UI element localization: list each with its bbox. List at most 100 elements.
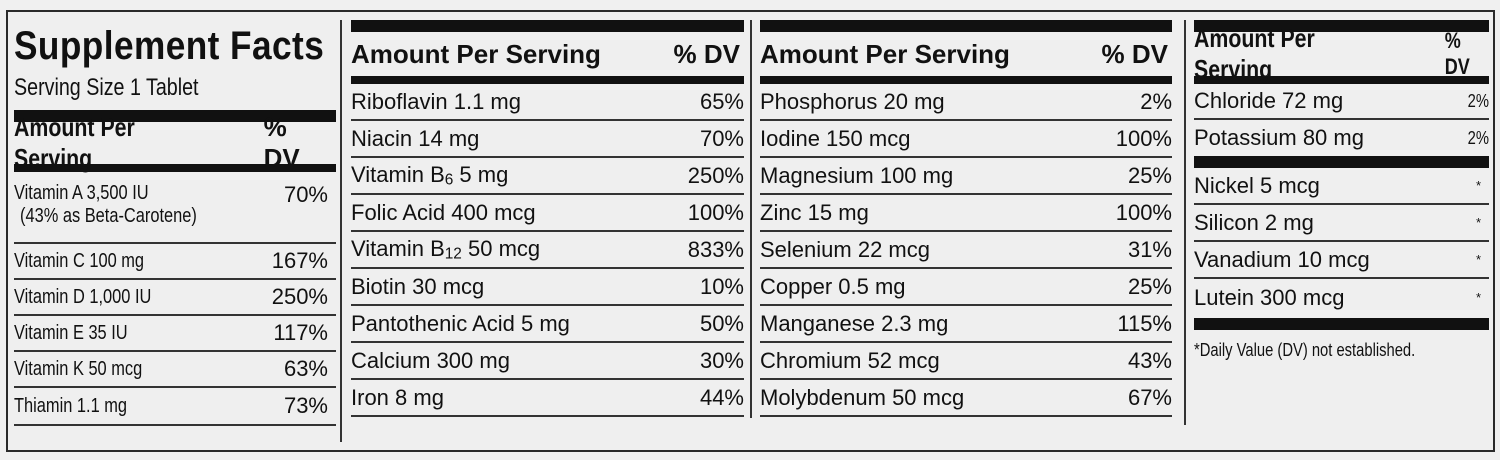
nutrient-row: Lutein 300 mcg * bbox=[1194, 279, 1489, 316]
nutrient-row: Vitamin B12 50 mcg 833% bbox=[351, 232, 744, 269]
footnote: *Daily Value (DV) not established. bbox=[1194, 340, 1416, 360]
header-amount: Amount Per Serving bbox=[14, 112, 135, 173]
nutrient-row: Vitamin K 50 mcg 63% bbox=[14, 352, 336, 388]
nutrient-row: Selenium 22 mcg 31% bbox=[760, 232, 1172, 269]
nutrient-dv: 67% bbox=[1127, 384, 1172, 410]
nutrient-name: Vitamin B12 50 mcg bbox=[351, 235, 541, 263]
nutrient-name: Folic Acid 400 mcg bbox=[351, 199, 536, 225]
nutrient-row: Vitamin D 1,000 IU 250% bbox=[14, 280, 336, 316]
nutrient-name: Vitamin K 50 mcg bbox=[14, 357, 143, 380]
nutrient-name: Vanadium 10 mcg bbox=[1194, 246, 1370, 272]
column-header: Amount Per Serving % DV bbox=[14, 112, 336, 173]
nutrient-dv: 43% bbox=[1127, 347, 1172, 373]
nutrient-row: Chromium 52 mcg 43% bbox=[760, 343, 1172, 380]
nutrient-name: Chromium 52 mcg bbox=[760, 347, 940, 373]
nutrient-dv: 44% bbox=[699, 384, 744, 410]
nutrient-name: Manganese 2.3 mg bbox=[760, 310, 949, 336]
nutrient-dv: 100% bbox=[687, 199, 744, 225]
nutrient-name: Vitamin C 100 mg bbox=[14, 249, 145, 272]
nutrient-dv: 10% bbox=[699, 273, 744, 299]
serving-size: Serving Size 1 Tablet bbox=[14, 74, 199, 101]
header-dv: % DV bbox=[1101, 38, 1168, 69]
nutrient-row: Vanadium 10 mcg * bbox=[1194, 242, 1489, 279]
nutrient-name: Potassium 80 mg bbox=[1194, 125, 1364, 150]
nutrient-dv: 25% bbox=[1127, 162, 1172, 188]
nutrient-dv: 30% bbox=[699, 347, 744, 373]
panel-separator bbox=[750, 20, 752, 418]
nutrient-dv: 70% bbox=[699, 125, 744, 151]
nutrient-note: (43% as Beta-Carotene) bbox=[20, 205, 197, 227]
nutrient-name: Vitamin B6 5 mg bbox=[351, 161, 509, 189]
nutrient-name: Phosphorus 20 mg bbox=[760, 88, 945, 114]
nutrient-dv: 100% bbox=[1115, 199, 1172, 225]
nutrient-row: Folic Acid 400 mcg 100% bbox=[351, 195, 744, 232]
thick-divider bbox=[1194, 20, 1489, 32]
thick-divider bbox=[1194, 156, 1489, 168]
thick-divider bbox=[760, 76, 1172, 84]
nutrient-dv: 2% bbox=[1467, 90, 1489, 111]
thick-divider bbox=[351, 20, 744, 32]
nutrient-dv: 100% bbox=[1115, 125, 1172, 151]
thick-divider bbox=[1194, 76, 1489, 84]
nutrient-dv: 50% bbox=[699, 310, 744, 336]
nutrient-row: Molybdenum 50 mcg 67% bbox=[760, 380, 1172, 417]
nutrient-name: Nickel 5 mcg bbox=[1194, 172, 1320, 198]
nutrient-dv: 2% bbox=[1467, 127, 1489, 148]
nutrient-row: Iodine 150 mcg 100% bbox=[760, 121, 1172, 158]
nutrient-dv: 65% bbox=[699, 88, 744, 114]
thick-divider bbox=[351, 76, 744, 84]
nutrient-name: Riboflavin 1.1 mg bbox=[351, 88, 521, 114]
nutrient-name: Zinc 15 mg bbox=[760, 199, 869, 225]
panel-separator bbox=[340, 20, 342, 442]
nutrient-dv: 250% bbox=[271, 284, 328, 309]
nutrient-row: Potassium 80 mg 2% bbox=[1194, 120, 1489, 156]
nutrient-row: Magnesium 100 mg 25% bbox=[760, 158, 1172, 195]
nutrient-dv: 2% bbox=[1140, 88, 1172, 114]
nutrient-row: Nickel 5 mcg * bbox=[1194, 168, 1489, 205]
header-dv: % DV bbox=[673, 38, 740, 69]
nutrient-name: Niacin 14 mg bbox=[351, 125, 480, 151]
nutrient-row: Niacin 14 mg 70% bbox=[351, 121, 744, 158]
nutrient-row: Vitamin B6 5 mg 250% bbox=[351, 158, 744, 195]
nutrient-name: Magnesium 100 mg bbox=[760, 162, 954, 188]
nutrient-row: Riboflavin 1.1 mg 65% bbox=[351, 84, 744, 121]
nutrient-dv: 70% bbox=[283, 182, 328, 207]
nutrient-name: Vitamin D 1,000 IU bbox=[14, 285, 152, 308]
nutrient-dv: 167% bbox=[271, 248, 328, 273]
nutrient-list: Riboflavin 1.1 mg 65% Niacin 14 mg 70% Vit… bbox=[351, 84, 744, 417]
label-title: Supplement Facts bbox=[14, 24, 325, 68]
thick-divider bbox=[14, 110, 336, 122]
nutrient-name: Iodine 150 mcg bbox=[760, 125, 911, 151]
nutrient-dv: * bbox=[1475, 290, 1481, 305]
nutrient-list: Chloride 72 mg 2% Potassium 80 mg 2% bbox=[1194, 84, 1489, 156]
nutrient-name: Vitamin A 3,500 IU bbox=[14, 182, 149, 204]
nutrient-dv: 250% bbox=[687, 162, 744, 188]
nutrient-dv: 31% bbox=[1127, 236, 1172, 262]
column-header: Amount Per Serving % DV bbox=[351, 32, 744, 76]
nutrient-dv: 115% bbox=[1117, 310, 1172, 336]
nutrient-dv: * bbox=[1475, 252, 1481, 267]
nutrient-name: Pantothenic Acid 5 mg bbox=[351, 310, 570, 336]
nutrient-dv: * bbox=[1475, 178, 1481, 193]
nutrient-dv: 833% bbox=[687, 236, 744, 262]
nutrient-row: Silicon 2 mg * bbox=[1194, 205, 1489, 242]
nutrient-row: Phosphorus 20 mg 2% bbox=[760, 84, 1172, 121]
panel-2: Amount Per Serving % DV Riboflavin 1.1 m… bbox=[351, 12, 744, 417]
nutrient-row: Manganese 2.3 mg 115% bbox=[760, 306, 1172, 343]
header-amount: Amount Per Serving bbox=[351, 38, 601, 69]
nutrient-row: Chloride 72 mg 2% bbox=[1194, 84, 1489, 120]
nutrient-name: Silicon 2 mg bbox=[1194, 209, 1314, 235]
nutrient-row: Zinc 15 mg 100% bbox=[760, 195, 1172, 232]
nutrient-row: Biotin 30 mcg 10% bbox=[351, 269, 744, 306]
panel-1: Supplement Facts Serving Size 1 Tablet A… bbox=[14, 12, 336, 426]
nutrient-name: Copper 0.5 mg bbox=[760, 273, 906, 299]
nutrient-dv: 25% bbox=[1127, 273, 1172, 299]
nutrient-list: Nickel 5 mcg * Silicon 2 mg * Vanadium 10 … bbox=[1194, 168, 1489, 316]
nutrient-name: Chloride 72 mg bbox=[1194, 88, 1344, 113]
supplement-facts-label: Supplement Facts Serving Size 1 Tablet A… bbox=[6, 10, 1495, 452]
column-header: Amount Per Serving % DV bbox=[1194, 23, 1489, 84]
nutrient-row: Thiamin 1.1 mg 73% bbox=[14, 388, 336, 426]
nutrient-list: Phosphorus 20 mg 2% Iodine 150 mcg 100% Ma… bbox=[760, 84, 1172, 417]
thick-divider bbox=[1194, 318, 1489, 330]
nutrient-row: Vitamin A 3,500 IU (43% as Beta-Carotene… bbox=[14, 172, 336, 244]
